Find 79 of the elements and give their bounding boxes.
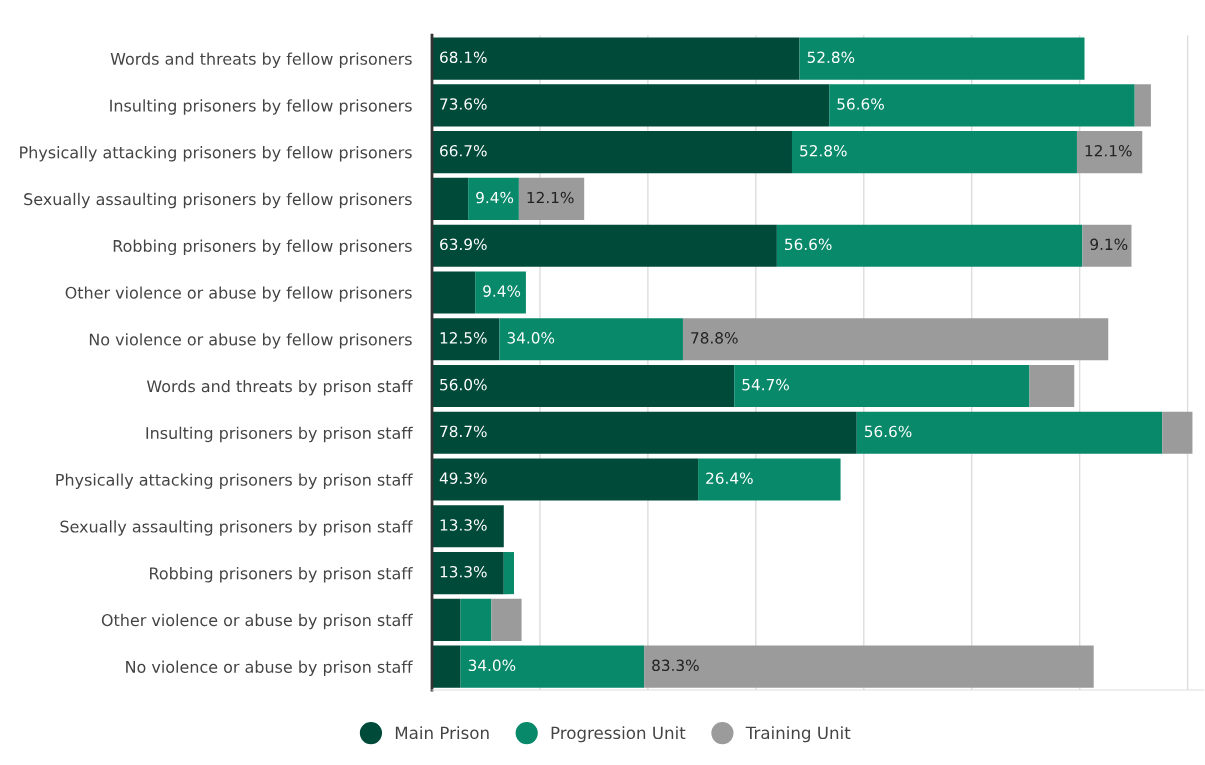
- bar: [431, 505, 504, 548]
- data-label: 9.4%: [476, 191, 514, 204]
- y-tick-label: Insulting prisoners by fellow prisoners: [110, 99, 412, 115]
- data-label: 9.1%: [1090, 238, 1128, 251]
- y-tick-label: Physically attacking prisoners by prison staff: [56, 473, 413, 489]
- data-label: 9.4%: [483, 285, 521, 297]
- data-label: 83.3%: [652, 659, 699, 672]
- bar: [682, 318, 1109, 361]
- data-label: 54.7%: [742, 378, 789, 391]
- data-label: 56.0%: [440, 378, 487, 391]
- legend-label: Main Prison: [395, 726, 489, 740]
- bar: [518, 177, 585, 220]
- data-label: 56.6%: [785, 238, 832, 251]
- data-label: 49.3%: [439, 472, 487, 484]
- data-label: 52.8%: [807, 51, 855, 64]
- data-label: 56.6%: [864, 425, 912, 438]
- bar: [799, 37, 1085, 80]
- y-tick-label: Robbing prisoners by fellow prisoners: [113, 239, 412, 256]
- y-tick-label: Other violence or abuse by fellow prisoners: [65, 286, 412, 302]
- bar: [698, 458, 841, 501]
- bar: [1134, 84, 1151, 127]
- bar: [431, 411, 857, 454]
- data-label: 66.7%: [440, 145, 487, 157]
- data-label: 63.9%: [440, 238, 487, 251]
- y-tick-label: Other violence or abuse by prison staff: [101, 613, 413, 630]
- bar: [1076, 131, 1143, 174]
- data-label: 26.4%: [706, 472, 753, 484]
- bar: [431, 364, 735, 408]
- y-tick-label: Physically attacking prisoners by fellow prisoners: [20, 146, 412, 162]
- bar: [503, 552, 515, 595]
- y-tick-label: Insulting prisoners by prison staff: [146, 426, 413, 443]
- data-label: 68.1%: [440, 51, 487, 64]
- bar: [431, 552, 504, 595]
- bar: [734, 364, 1030, 408]
- bar: [431, 458, 699, 501]
- bar: [431, 177, 469, 220]
- bar: [431, 645, 461, 688]
- y-tick-label: Words and threats by prison staff: [146, 379, 413, 396]
- bar: [491, 598, 522, 641]
- y-tick-label: Words and threats by fellow prisoners: [110, 52, 412, 68]
- bar: [468, 177, 519, 220]
- bar: [431, 598, 461, 641]
- data-label: 12.1%: [1085, 145, 1132, 157]
- data-label: 78.7%: [440, 425, 487, 438]
- data-label: 73.6%: [440, 98, 487, 110]
- data-label: 34.0%: [507, 332, 555, 344]
- bar: [856, 411, 1163, 454]
- data-label: 34.0%: [468, 659, 516, 672]
- bar: [791, 131, 1077, 174]
- bar: [460, 598, 492, 641]
- bar: [431, 224, 777, 267]
- bar: [431, 131, 792, 174]
- data-label: 52.8%: [800, 145, 847, 157]
- bar: [644, 645, 1094, 688]
- y-tick-label: Robbing prisoners by prison staff: [150, 567, 413, 583]
- legend-label: Progression Unit: [551, 726, 686, 743]
- y-tick-label: No violence or abuse by fellow prisoners: [89, 333, 412, 349]
- bar: [1029, 364, 1075, 408]
- data-label: 78.8%: [691, 332, 738, 344]
- bar: [460, 645, 645, 688]
- y-tick-label: No violence or abuse by prison staff: [126, 660, 413, 677]
- bar: [431, 37, 800, 80]
- bar: [1082, 224, 1132, 267]
- y-tick-label: Sexually assaulting prisoners by fellow prisoners: [24, 192, 412, 209]
- bar: [499, 318, 683, 361]
- bar: [776, 224, 1083, 267]
- bar: [475, 271, 526, 314]
- data-label: 13.3%: [440, 565, 487, 578]
- bar: [431, 318, 500, 361]
- data-label: 13.3%: [440, 519, 487, 531]
- legend-label: Training Unit: [745, 726, 851, 743]
- bar: [829, 84, 1135, 127]
- y-tick-label: Sexually assaulting prisoners by prison staff: [60, 520, 413, 536]
- bar: [431, 84, 830, 127]
- data-label: 12.5%: [440, 332, 487, 344]
- data-label: 56.6%: [837, 98, 884, 110]
- data-label: 12.1%: [527, 191, 574, 204]
- bar: [431, 271, 476, 314]
- bar: [1162, 411, 1193, 454]
